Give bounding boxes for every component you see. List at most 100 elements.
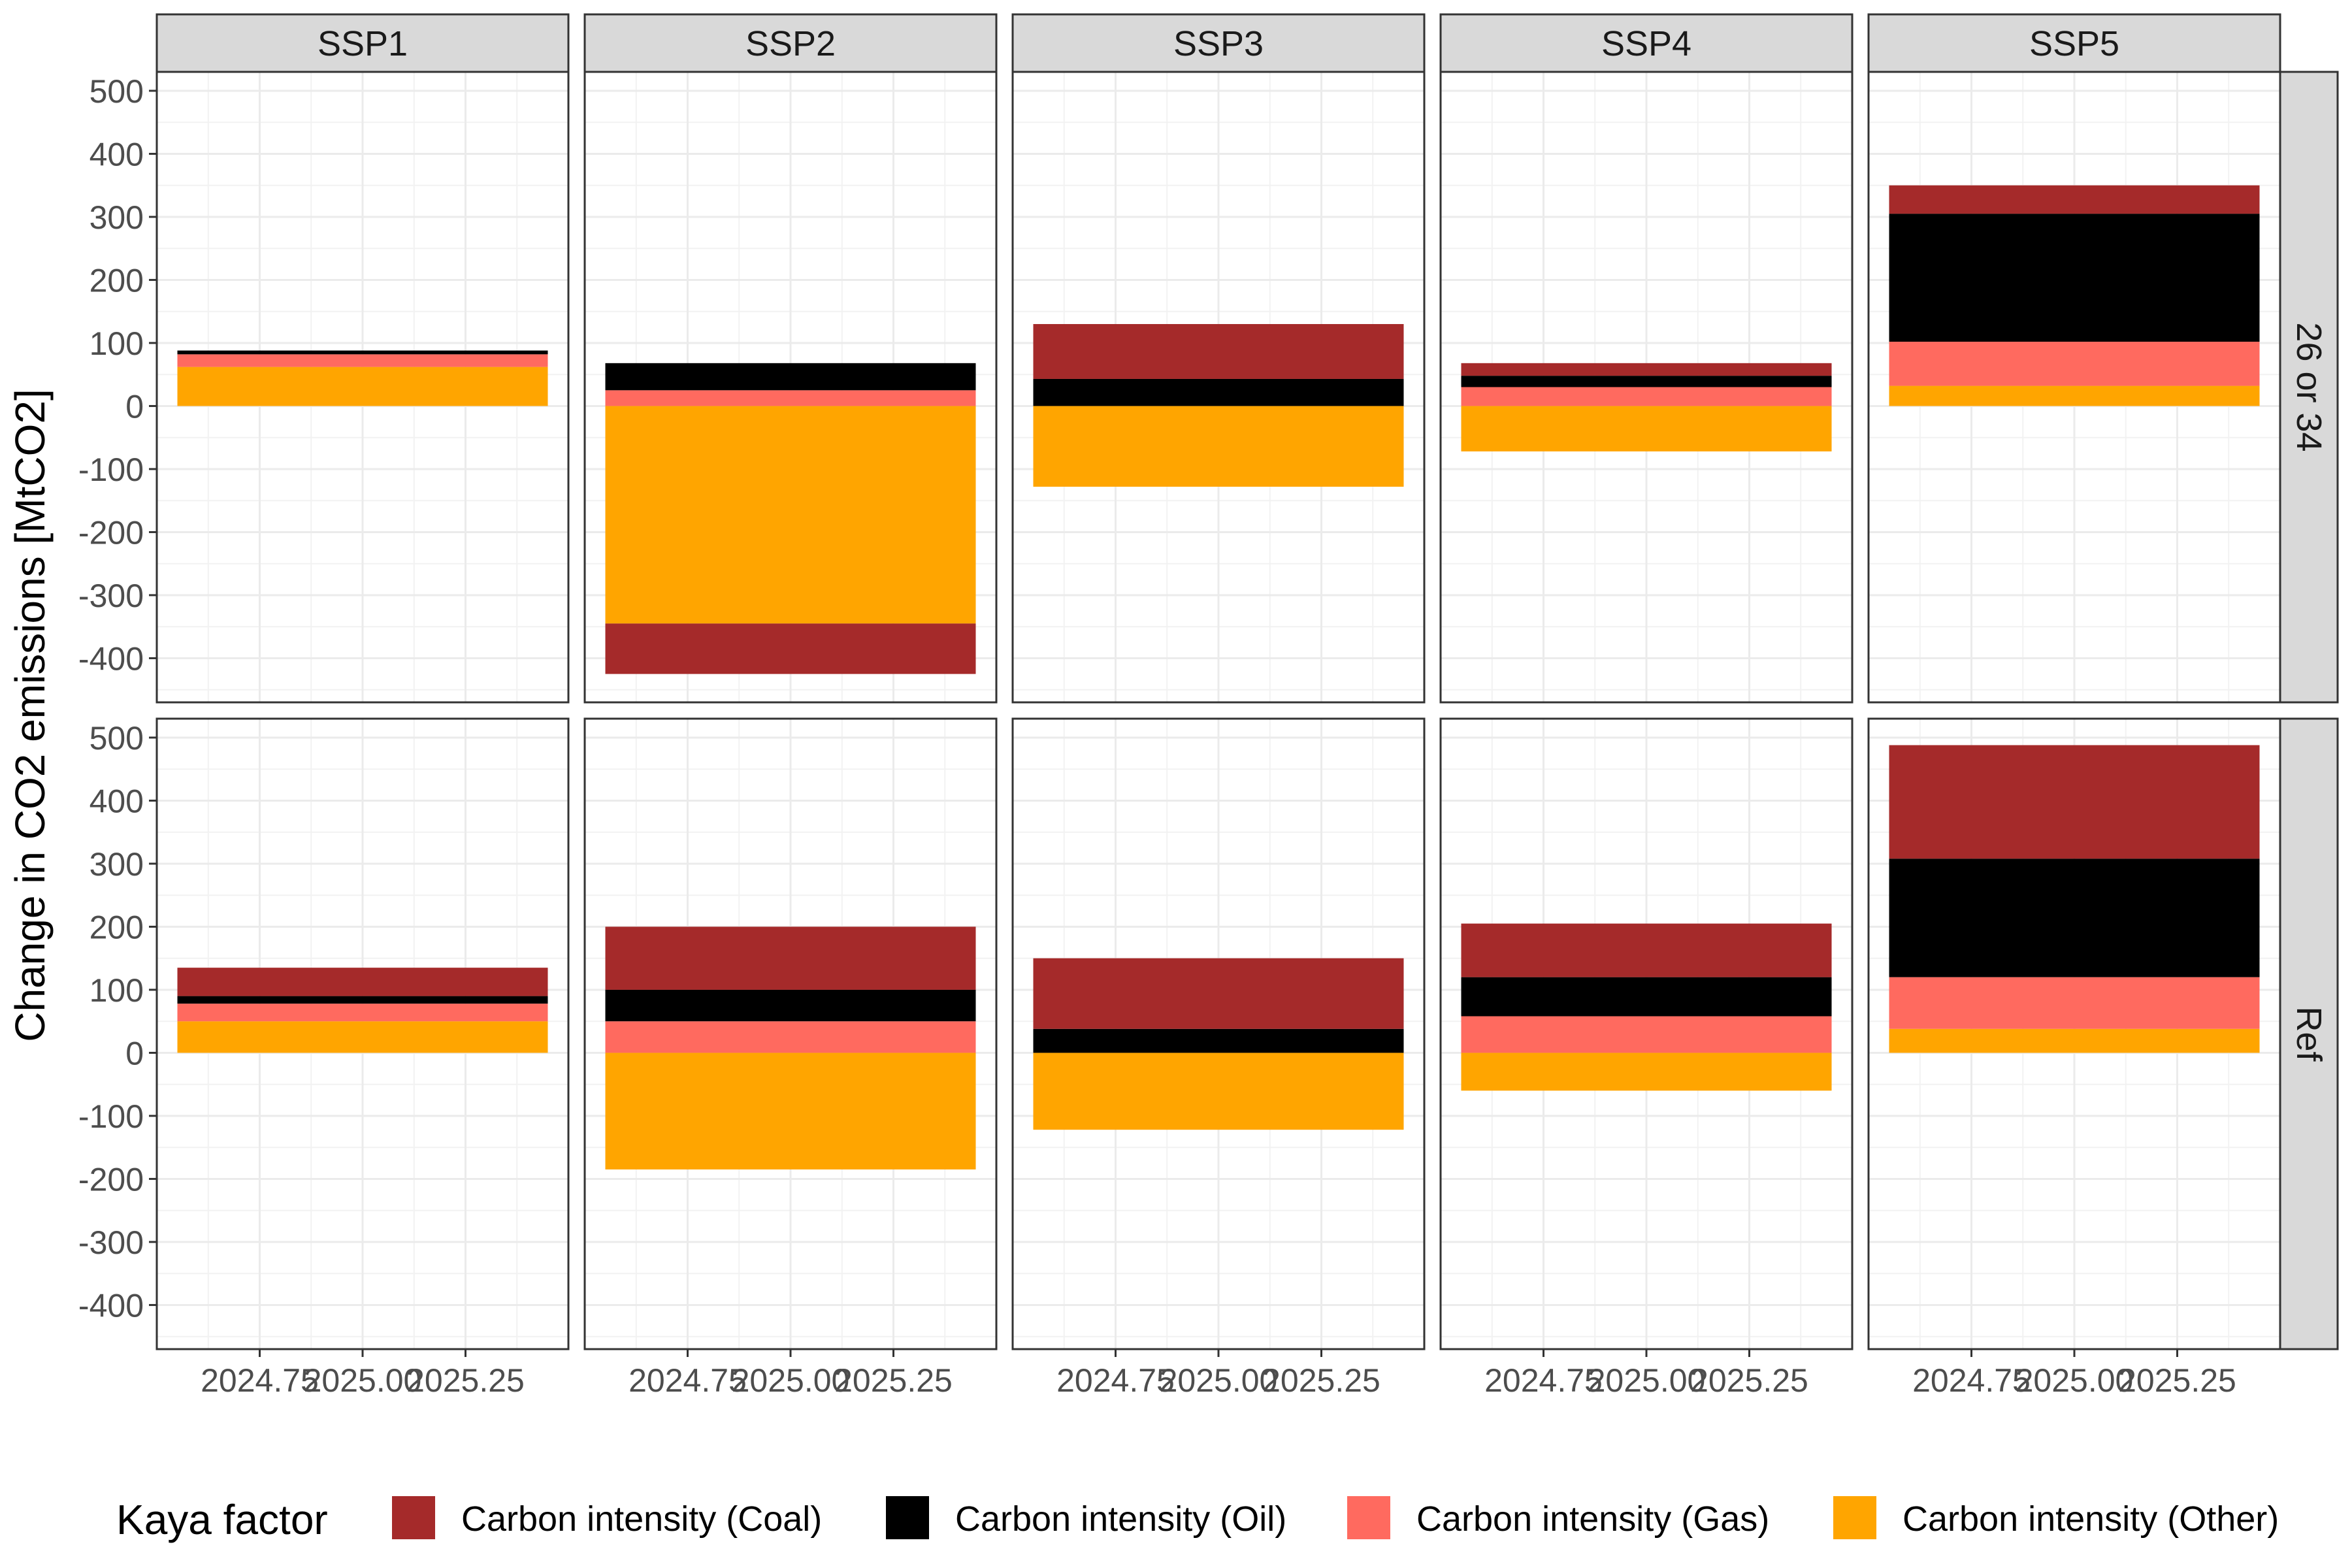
legend-label: Carbon intensity (Oil) [955, 1499, 1286, 1539]
facet-strip-ssp3 [1011, 13, 1426, 73]
bar-segment-coal [1889, 185, 2260, 214]
bar-segment-gas [605, 390, 976, 406]
panel-26-or-34-ssp3 [1011, 71, 1426, 704]
facet-strip-26-or-34 [2279, 71, 2339, 704]
x-tick-label: 2024.75 [629, 1362, 747, 1399]
x-tick-label: 2025.25 [1262, 1362, 1380, 1399]
y-tick-label: 500 [90, 720, 144, 757]
bar-segment-other [1889, 1028, 2260, 1053]
legend-label: Carbon intensity (Other) [1903, 1499, 2279, 1539]
bar-segment-oil [1889, 214, 2260, 342]
bar-segment-gas [605, 1021, 976, 1053]
bar-segment-other [605, 1053, 976, 1169]
facet-strip-ref [2279, 717, 2339, 1350]
bar-segment-oil [1889, 858, 2260, 977]
x-tick-label: 2025.00 [304, 1362, 422, 1399]
bar-segment-coal [605, 623, 976, 674]
bar-segment-coal [1889, 745, 2260, 859]
legend-item-carbon-intensity-oil: Carbon intensity (Oil) [886, 1496, 1286, 1539]
legend: Kaya factor Carbon intensity (Coal) Carbo… [116, 1496, 2279, 1543]
x-tick-label: 2025.25 [834, 1362, 953, 1399]
bar-segment-gas [1889, 342, 2260, 386]
bar-segment-other [1033, 1053, 1404, 1130]
bar-segment-other [177, 1021, 548, 1053]
y-tick-label: 400 [90, 136, 144, 172]
bar-segment-coal [1033, 324, 1404, 379]
bar-segment-other [1461, 406, 1832, 451]
y-tick-label: -400 [78, 640, 144, 677]
y-tick-label: 300 [90, 846, 144, 883]
bar-segment-coal [177, 968, 548, 996]
y-tick-label: 500 [90, 73, 144, 110]
panel-ref-ssp2 [583, 717, 998, 1350]
bar-segment-other [1033, 406, 1404, 487]
x-tick-label: 2025.00 [1160, 1362, 1278, 1399]
legend-swatch [1833, 1496, 1876, 1539]
panel-26-or-34-ssp4 [1439, 71, 1854, 704]
facet-strip-label: Ref [2289, 1006, 2328, 1062]
y-tick-label: 100 [90, 325, 144, 362]
bar-segment-gas [1461, 1016, 1832, 1053]
y-tick-label: 200 [90, 909, 144, 945]
bar-segment-other [605, 406, 976, 624]
panel-26-or-34-ssp2 [583, 71, 998, 704]
legend-swatch [886, 1496, 929, 1539]
y-tick-label: 400 [90, 783, 144, 819]
facet-strip-label: SSP5 [2029, 24, 2119, 63]
bar-segment-gas [177, 354, 548, 367]
facet-strip-ssp4 [1439, 13, 1854, 73]
bar-segment-coal [1033, 958, 1404, 1029]
legend-item-carbon-intensity-other: Carbon intensity (Other) [1833, 1496, 2279, 1539]
y-axis: 500 400 300 200 100 0 -100 -200 -300 -400 500 400 30… [78, 73, 157, 1324]
x-tick-label: 2024.75 [1056, 1362, 1175, 1399]
x-tick-label: 2024.75 [201, 1362, 319, 1399]
facet-strip-ssp5 [1867, 13, 2281, 73]
bar-segment-coal [605, 926, 976, 990]
bar-segment-oil [605, 363, 976, 391]
facet-strip-label: SSP3 [1173, 24, 1264, 63]
x-tick-label: 2025.25 [1690, 1362, 1808, 1399]
y-tick-label: 100 [90, 972, 144, 1009]
bar-segment-oil [177, 350, 548, 355]
bar-segment-coal [1461, 923, 1832, 977]
y-tick-label: -200 [78, 514, 144, 551]
facet-strip-label: SSP1 [318, 24, 408, 63]
x-tick-label: 2025.00 [732, 1362, 850, 1399]
y-tick-label: 0 [125, 1035, 144, 1071]
y-tick-label: -100 [78, 1098, 144, 1135]
y-tick-label: -200 [78, 1161, 144, 1198]
facet-strip-label: SSP4 [1601, 24, 1691, 63]
panel-ref-ssp3 [1011, 717, 1426, 1350]
panel-ref-ssp5 [1867, 717, 2281, 1350]
x-tick-label: 2025.25 [2118, 1362, 2236, 1399]
y-tick-label: -300 [78, 1224, 144, 1261]
y-tick-label: -300 [78, 578, 144, 614]
panel-ref-ssp1 [155, 717, 570, 1350]
x-tick-label: 2025.25 [406, 1362, 525, 1399]
x-tick-label: 2024.75 [1912, 1362, 2031, 1399]
facet-strip-label: SSP2 [745, 24, 836, 63]
x-tick-label: 2024.75 [1484, 1362, 1603, 1399]
y-axis-label: Change in CO2 emissions [MtCO2] [7, 389, 54, 1042]
legend-title: Kaya factor [116, 1496, 328, 1543]
facet-strip-ssp1 [155, 13, 570, 73]
facet-strip-label: 26 or 34 [2289, 322, 2328, 451]
bar-segment-gas [1889, 977, 2260, 1029]
y-tick-label: -400 [78, 1287, 144, 1324]
panels: SSP1 SSP2 SSP3 SSP4 SSP5 26 or 34 Ref [155, 13, 2339, 1350]
bar-segment-other [177, 367, 548, 406]
y-tick-label: 0 [125, 388, 144, 425]
bar-segment-oil [177, 996, 548, 1004]
legend-label: Carbon intensity (Coal) [461, 1499, 822, 1539]
panel-26-or-34-ssp5 [1867, 71, 2281, 704]
y-tick-label: -100 [78, 451, 144, 488]
bar-segment-oil [1033, 1028, 1404, 1053]
legend-item-carbon-intensity-coal: Carbon intensity (Coal) [392, 1496, 822, 1539]
bar-segment-other [1461, 1053, 1832, 1091]
bar-segment-gas [177, 1004, 548, 1022]
legend-swatch [1347, 1496, 1390, 1539]
y-tick-label: 200 [90, 262, 144, 299]
bar-segment-oil [605, 989, 976, 1022]
